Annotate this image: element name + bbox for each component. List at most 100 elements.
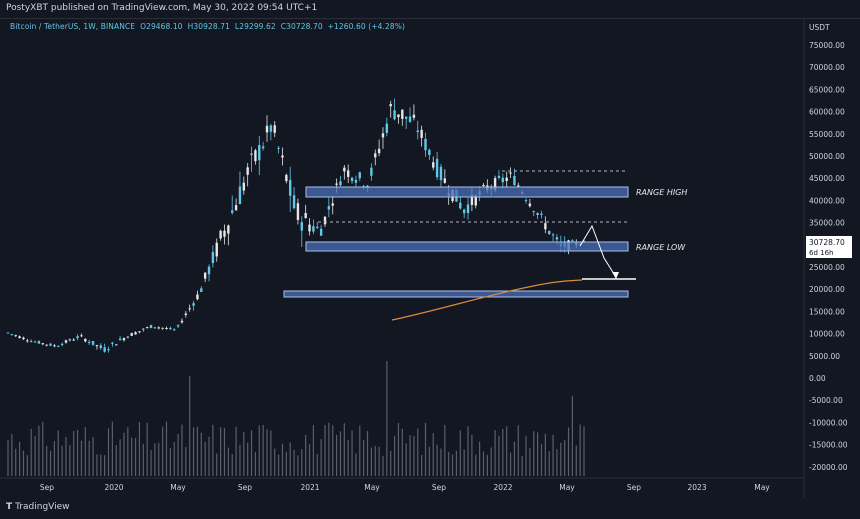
last-price-value: 30728.70: [809, 238, 845, 247]
candle-body: [45, 344, 48, 346]
price-tick-label: 15000.00: [809, 307, 845, 316]
volume-bar: [243, 432, 245, 476]
volume-bar: [421, 454, 423, 476]
volume-bar: [185, 447, 187, 476]
candle-body: [505, 177, 508, 181]
volume-bar: [192, 427, 195, 476]
volume-bar: [285, 451, 287, 476]
volume-bar: [22, 450, 25, 476]
candle-body: [84, 338, 87, 342]
price-tick-label: 10000.00: [809, 330, 845, 339]
candle-body: [439, 166, 443, 181]
volume-bar: [343, 423, 345, 476]
volume-bar: [115, 444, 117, 476]
volume-bar: [378, 446, 380, 476]
volume-bar: [80, 440, 83, 476]
candle-body: [323, 216, 327, 225]
volume-bar: [119, 439, 121, 476]
tradingview-logo[interactable]: ꓔ TradingView: [6, 502, 70, 512]
candle-body: [377, 148, 381, 154]
candle-body: [296, 203, 300, 220]
candle-body: [53, 345, 56, 347]
candle-body: [138, 331, 141, 333]
volume-bar: [509, 452, 512, 476]
volume-bar: [490, 447, 492, 476]
candle-body: [482, 184, 485, 186]
candle-body: [149, 325, 153, 329]
range-low-label: RANGE LOW: [636, 243, 686, 252]
candle-body: [509, 172, 512, 174]
volume-bar: [266, 429, 268, 476]
volume-bar: [533, 431, 535, 476]
volume-bar: [258, 425, 260, 476]
candle-body: [6, 332, 10, 334]
candle-body: [466, 204, 470, 214]
range-high-zone: [305, 186, 629, 198]
candle-body: [261, 146, 265, 149]
candle-body: [37, 341, 41, 344]
volume-bar: [482, 451, 485, 476]
volume-bar: [564, 440, 566, 476]
low-value: L29299.62: [234, 22, 276, 31]
volume-bar: [305, 434, 307, 476]
volume-bar: [11, 434, 13, 476]
candle-body: [29, 341, 33, 343]
volume-bar: [393, 435, 396, 476]
brand-name: TradingView: [15, 502, 70, 512]
volume-bar: [76, 430, 79, 476]
volume-bar: [351, 430, 353, 476]
volume-bar: [363, 440, 365, 476]
volume-bar: [463, 449, 465, 476]
candle-body: [115, 344, 118, 346]
volume-bar: [467, 426, 469, 476]
volume-bar: [177, 434, 179, 476]
time-tick-label: May: [559, 483, 575, 492]
volume-bar: [289, 442, 291, 476]
volume-bar: [401, 428, 403, 476]
candle-body: [49, 343, 52, 346]
arrow-head-icon: [612, 272, 619, 279]
candle-body: [273, 125, 276, 133]
chart-area[interactable]: RANGE HIGH RANGE LOW 75000.00 70000.00 650…: [0, 18, 860, 498]
candle-body: [234, 205, 238, 211]
volume-bar: [301, 449, 303, 476]
candle-body: [401, 109, 404, 119]
price-chart[interactable]: RANGE HIGH RANGE LOW 75000.00 70000.00 650…: [0, 18, 860, 498]
volume-bar: [281, 443, 284, 476]
candle-body: [316, 226, 319, 229]
candle-body: [331, 203, 334, 206]
symbol-legend[interactable]: Bitcoin / TetherUS, 1W, BINANCE O29468.1…: [10, 22, 405, 31]
candle-body: [420, 129, 423, 138]
candle-body: [254, 150, 257, 162]
volume-bar: [471, 435, 473, 476]
candle-body: [219, 230, 222, 239]
candle-body: [122, 338, 126, 341]
volume-bar: [162, 426, 164, 476]
candle-body: [111, 342, 114, 344]
candle-body: [459, 202, 462, 209]
time-tick-label: May: [170, 483, 186, 492]
volume-bar: [111, 421, 113, 476]
volume-bar: [235, 426, 237, 476]
volume-bar: [540, 444, 543, 476]
close-value: C30728.70: [280, 22, 323, 31]
symbol-name[interactable]: Bitcoin / TetherUS, 1W, BINANCE: [10, 22, 136, 31]
range-low-zone: [305, 241, 629, 252]
time-tick-label: Sep: [432, 483, 446, 492]
candle-body: [493, 178, 497, 191]
volume-bar: [134, 437, 137, 476]
volume-bar: [502, 428, 504, 476]
candle-body: [203, 272, 207, 279]
candle-body: [91, 340, 95, 345]
price-tick-label: 55000.00: [809, 130, 845, 139]
price-tick-label: 5000.00: [809, 352, 840, 361]
candle-body: [404, 116, 408, 119]
candle-body: [571, 240, 574, 242]
candle-body: [265, 125, 269, 133]
volume-bar: [65, 436, 67, 476]
volume-bars: [7, 361, 585, 476]
currency-label: USDT: [809, 23, 830, 32]
volume-bar: [189, 376, 191, 476]
candle-body: [87, 341, 91, 343]
candle-body: [277, 147, 280, 149]
